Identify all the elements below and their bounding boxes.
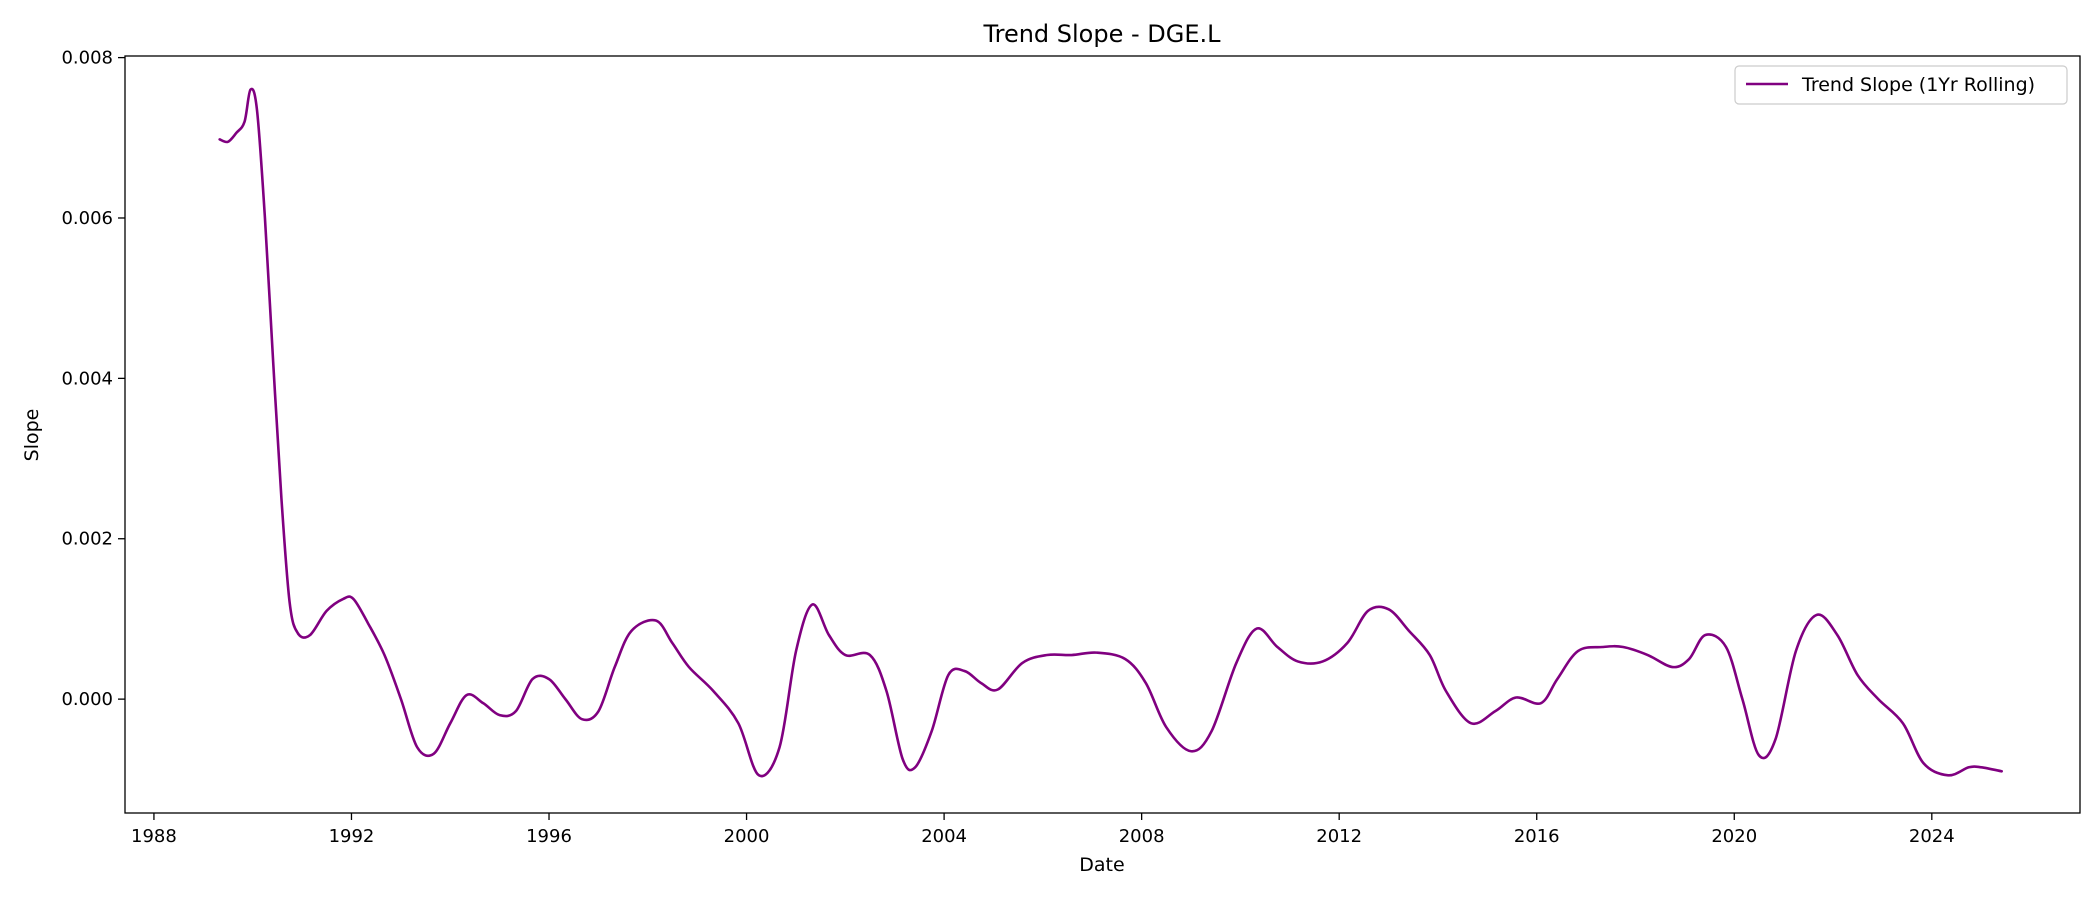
y-tick-label: 0.002 — [61, 529, 113, 550]
x-axis-label: Date — [1079, 854, 1124, 876]
x-tick-label: 2004 — [921, 826, 967, 847]
y-tick-label: 0.000 — [61, 689, 113, 710]
chart-title: Trend Slope - DGE.L — [982, 20, 1221, 48]
y-tick-label: 0.004 — [61, 368, 113, 389]
x-tick-label: 1996 — [526, 826, 572, 847]
x-tick-label: 2024 — [1909, 826, 1955, 847]
x-tick-label: 2000 — [724, 826, 770, 847]
x-tick-label: 1992 — [329, 826, 375, 847]
x-tick-label: 2016 — [1514, 826, 1560, 847]
y-axis-label: Slope — [21, 409, 43, 462]
series-line-trend-slope — [218, 87, 2004, 778]
plot-area — [124, 55, 2081, 814]
x-tick-label: 2020 — [1711, 826, 1757, 847]
legend-box — [1734, 65, 2068, 105]
y-tick-label: 0.006 — [61, 208, 113, 229]
legend-entry-label: Trend Slope (1Yr Rolling) — [1801, 74, 2035, 96]
x-axis: 1988 1992 1996 2000 2004 2008 2012 2016 2020 2024 — [131, 813, 1955, 847]
x-tick-label: 2008 — [1119, 826, 1165, 847]
legend: Trend Slope (1Yr Rolling) — [1734, 65, 2068, 105]
plot-frame — [124, 55, 2081, 814]
x-tick-label: 1988 — [131, 826, 177, 847]
y-tick-label: 0.008 — [61, 48, 113, 69]
x-tick-label: 2012 — [1316, 826, 1362, 847]
y-axis: 0.000 0.002 0.004 0.006 0.008 — [61, 48, 125, 710]
series-layer — [218, 87, 2004, 778]
